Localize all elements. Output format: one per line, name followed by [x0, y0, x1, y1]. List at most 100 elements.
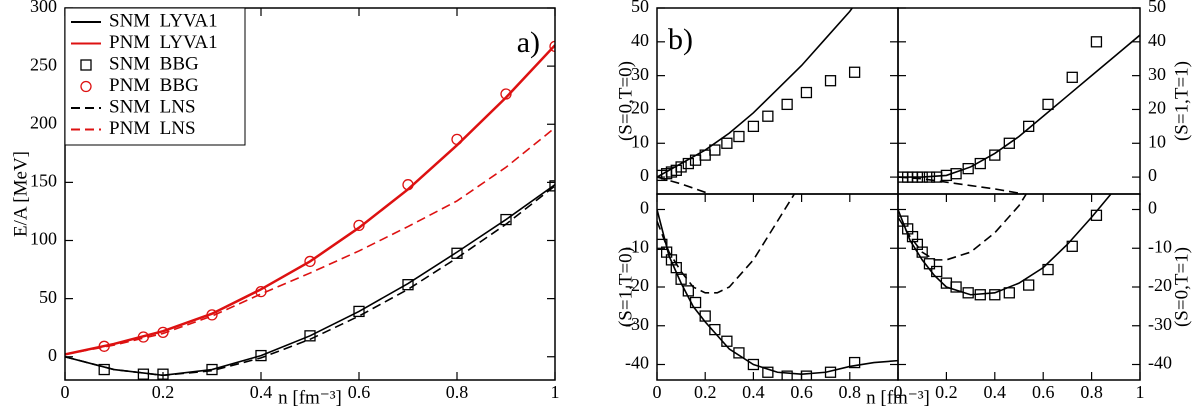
x-tick-label: 1	[551, 382, 560, 402]
point	[989, 149, 1001, 161]
legend-label: PNM LYVA1	[109, 32, 218, 53]
plot-area	[898, 194, 1112, 301]
y-tick-label: 0	[48, 345, 57, 365]
point	[781, 98, 793, 111]
x-tick-label: 0.2	[935, 382, 958, 402]
legend-box	[64, 7, 246, 146]
x-axis-label: n [fm⁻³]	[866, 387, 930, 408]
plot-area	[898, 34, 1140, 194]
point	[304, 255, 316, 268]
plot-area	[657, 8, 861, 194]
point	[1023, 279, 1035, 291]
y-tick-label: -40	[1148, 353, 1172, 373]
point	[800, 86, 813, 99]
point	[1066, 240, 1078, 252]
point	[1003, 287, 1015, 299]
point	[931, 265, 943, 278]
point	[549, 40, 555, 53]
frame	[64, 7, 556, 381]
x-tick-label: 0.8	[1080, 382, 1103, 402]
y-tick-label: 10	[631, 131, 649, 151]
line-series	[657, 176, 711, 194]
plot-area	[657, 194, 898, 380]
point	[1042, 263, 1054, 276]
point	[451, 133, 463, 146]
point	[670, 261, 682, 274]
legend-label: SNM LNS	[109, 96, 196, 117]
point	[962, 162, 974, 175]
y-tick-label: -10	[625, 236, 649, 256]
y-tick-label: 40	[1148, 30, 1166, 50]
line-series	[65, 185, 555, 377]
y-tick-label: 150	[30, 171, 57, 191]
line-series	[898, 34, 1140, 178]
point	[950, 281, 962, 293]
x-tick-label: 0.6	[348, 382, 371, 402]
point	[1066, 71, 1078, 83]
y-tick-label: 0	[1148, 198, 1157, 218]
point	[962, 287, 974, 299]
x-tick-label: 0.6	[790, 382, 813, 402]
y-tick-label: 0	[640, 165, 649, 185]
y-tick-label: 50	[39, 287, 57, 307]
point	[1042, 98, 1054, 111]
plot-area	[65, 40, 555, 380]
point	[500, 88, 512, 100]
point	[682, 157, 694, 170]
point	[974, 157, 986, 170]
point	[950, 168, 962, 180]
line-series	[65, 44, 555, 356]
point	[709, 144, 721, 156]
legend-label: PNM LNS	[109, 118, 196, 139]
legend-swatch	[80, 80, 92, 93]
y-tick-label: -20	[625, 275, 649, 295]
panel-label: b)	[668, 23, 693, 56]
y-tick-label: 200	[30, 112, 57, 132]
point	[923, 258, 936, 270]
line-series	[898, 194, 1112, 296]
y-tick-label: 300	[30, 0, 57, 16]
point	[916, 171, 928, 183]
point	[1003, 137, 1015, 149]
x-tick-label: 0.8	[446, 382, 469, 402]
x-tick-label: 0.4	[250, 382, 273, 402]
legend-label: SNM LYVA1	[109, 10, 218, 31]
x-tick-label: 0.6	[1032, 382, 1055, 402]
line-series	[65, 127, 555, 356]
y-tick-label: 50	[1148, 0, 1166, 16]
point	[402, 179, 414, 191]
point	[762, 366, 774, 378]
y-axis-label: (S=0,T=0)	[615, 61, 636, 141]
y-tick-label: 40	[631, 30, 649, 50]
point	[709, 323, 721, 336]
point	[721, 335, 733, 347]
line-series	[657, 194, 796, 294]
y-tick-label: 20	[1148, 98, 1166, 118]
line-series	[657, 8, 853, 178]
x-tick-label: 0.2	[152, 382, 175, 402]
point	[848, 66, 861, 78]
point	[98, 363, 110, 376]
point	[747, 120, 760, 133]
point	[682, 285, 694, 297]
y-tick-label: -40	[625, 353, 649, 373]
point	[747, 358, 760, 371]
point	[402, 279, 414, 291]
y-tick-label: 250	[30, 54, 57, 74]
point	[721, 137, 733, 149]
x-tick-label: 0	[894, 382, 903, 402]
x-tick-label: 0	[61, 382, 70, 402]
x-axis-label: n [fm⁻³]	[278, 387, 342, 408]
point	[974, 289, 986, 301]
y-axis-label: (S=1,T=1)	[1171, 61, 1192, 141]
point	[675, 161, 687, 173]
point	[762, 110, 774, 122]
point	[353, 305, 365, 318]
y-tick-label: -30	[1148, 314, 1172, 334]
point	[733, 130, 745, 143]
point	[916, 246, 928, 258]
frame	[897, 7, 1141, 195]
x-tick-label: 0.2	[694, 382, 717, 402]
x-tick-label: 0.4	[742, 382, 765, 402]
point	[353, 219, 365, 232]
